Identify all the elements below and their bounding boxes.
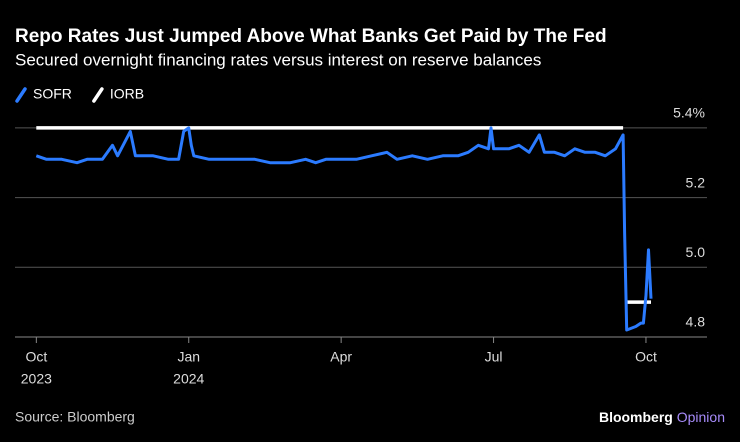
legend-label: SOFR (33, 86, 72, 102)
legend-label: IORB (110, 86, 144, 102)
x-tick-label: Oct (635, 349, 657, 365)
series-line (35, 126, 653, 332)
source: Source: Bloomberg (15, 409, 135, 425)
brand-name: Bloomberg (599, 409, 673, 425)
x-tick-sublabel: 2024 (173, 371, 204, 387)
y-tick-label: 5.2 (686, 174, 706, 190)
x-tick-label: Jan (177, 349, 200, 365)
legend-swatch (92, 87, 104, 103)
y-tick-label: 5.0 (686, 244, 706, 260)
x-tick-label: Jul (485, 349, 503, 365)
x-tick-label: Apr (330, 349, 352, 365)
x-tick-label: Oct (25, 349, 47, 365)
legend-swatch (15, 87, 27, 103)
x-tick-sublabel: 2023 (21, 371, 52, 387)
brand-suffix: Opinion (677, 409, 725, 425)
chart-title: Repo Rates Just Jumped Above What Banks … (15, 26, 607, 47)
y-tick-label: 5.4% (673, 105, 705, 121)
y-tick-label: 4.8 (686, 314, 706, 330)
brand: Bloomberg Opinion (599, 409, 725, 425)
series-line (36, 126, 651, 304)
chart-subtitle: Secured overnight financing rates versus… (15, 50, 541, 69)
